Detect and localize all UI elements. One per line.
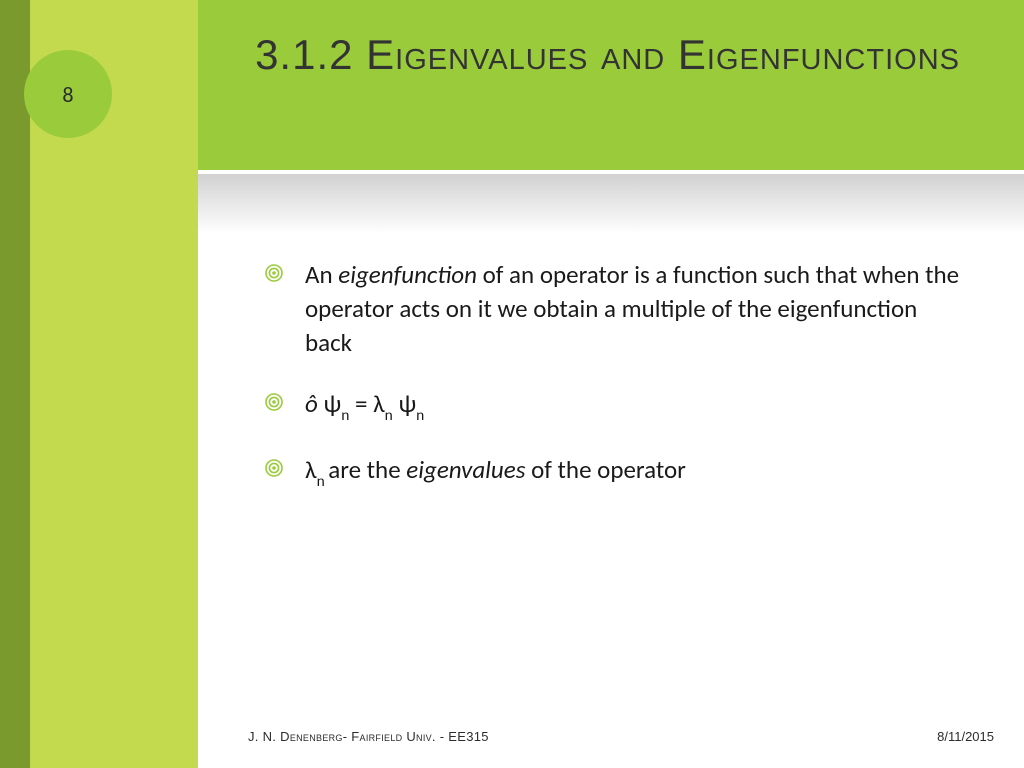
bullet-text-equation: ô ψn = λn ψn: [305, 387, 965, 425]
bullet-item: λn are the eigenvalues of the operator: [265, 453, 965, 491]
title-shadow: [198, 174, 1024, 234]
page-number-badge: 8: [24, 50, 112, 138]
text-emphasis: eigenvalues: [406, 454, 525, 485]
operator-symbol: ô: [305, 388, 318, 419]
footer-date: 8/11/2015: [937, 729, 994, 744]
subscript: n: [317, 472, 329, 491]
text-fragment: ψ: [393, 388, 416, 419]
subscript: n: [416, 406, 424, 425]
text-emphasis: eigenfunction: [338, 259, 477, 290]
subscript: n: [385, 406, 393, 425]
content-area: An eigenfunction of an operator is a fun…: [265, 258, 965, 519]
text-fragment: = λ: [349, 388, 384, 419]
target-bullet-icon: [265, 393, 283, 411]
bullet-item: An eigenfunction of an operator is a fun…: [265, 258, 965, 359]
text-fragment: are the: [328, 454, 406, 485]
target-bullet-icon: [265, 264, 283, 282]
bullet-item: ô ψn = λn ψn: [265, 387, 965, 425]
slide-title: 3.1.2 Eigenvalues and Eigenfunctions: [240, 28, 1000, 83]
text-fragment: λ: [305, 454, 317, 485]
title-bar: [198, 0, 1024, 170]
bullet-text: An eigenfunction of an operator is a fun…: [305, 258, 965, 359]
text-fragment: of the operator: [525, 454, 685, 485]
subscript: n: [341, 406, 349, 425]
text-fragment: An: [305, 259, 338, 290]
footer-author: J. N. Denenberg- Fairfield Univ. - EE315: [248, 729, 489, 744]
target-bullet-icon: [265, 459, 283, 477]
bullet-text: λn are the eigenvalues of the operator: [305, 453, 965, 491]
text-fragment: ψ: [318, 388, 341, 419]
page-number: 8: [62, 81, 73, 108]
sidebar-dark-stripe: [0, 0, 30, 768]
slide: 8 3.1.2 Eigenvalues and Eigenfunctions A…: [0, 0, 1024, 768]
